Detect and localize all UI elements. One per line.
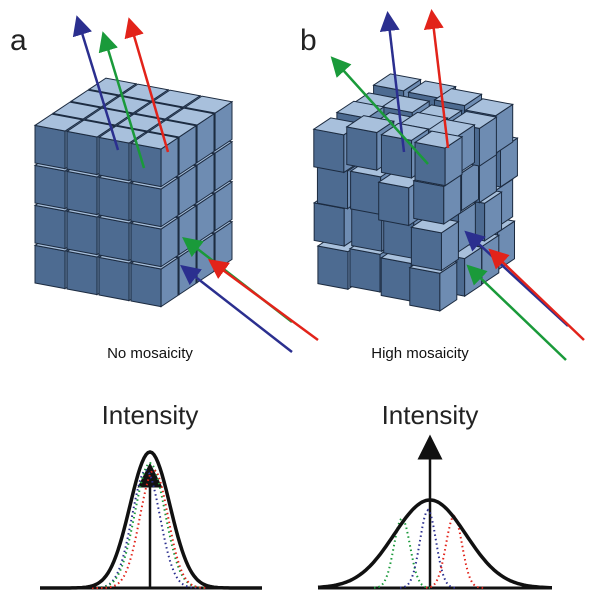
cube-face: [67, 131, 97, 174]
cube-face: [347, 127, 377, 170]
panel-label: a: [10, 24, 27, 57]
intensity-curve: [318, 500, 552, 588]
cube-face: [35, 245, 65, 288]
cube-face: [381, 258, 411, 301]
cube-face: [99, 177, 129, 220]
caption: No mosaicity: [107, 345, 193, 362]
incident-beam: [492, 252, 584, 340]
plot-title: Intensity: [102, 400, 199, 430]
cube-face: [414, 181, 444, 224]
cube-face: [410, 268, 440, 311]
cube-face: [131, 183, 161, 226]
cube-face: [131, 223, 161, 266]
panel-label: b: [300, 24, 317, 57]
cube-face: [318, 246, 348, 289]
cube-face: [99, 137, 129, 180]
incident-beam: [470, 268, 566, 360]
caption: High mosaicity: [371, 345, 469, 362]
cube-face: [35, 125, 65, 168]
figure: a b No mosaicity High mosaicity Intensit…: [0, 0, 589, 594]
cube-face: [411, 227, 441, 270]
cube-face: [67, 251, 97, 294]
cube-face: [99, 257, 129, 300]
cube-face: [314, 129, 344, 172]
cube-face: [351, 171, 381, 214]
plot-title: Intensity: [382, 400, 479, 430]
cube-face: [415, 142, 445, 185]
cube-face: [35, 165, 65, 208]
cube-face: [67, 211, 97, 254]
cube-face: [99, 217, 129, 260]
cube-face: [379, 182, 409, 225]
cube-face: [67, 171, 97, 214]
cube-face: [131, 143, 161, 186]
cube-face: [314, 203, 344, 246]
cube-face: [350, 249, 380, 292]
intensity-curve: [400, 510, 456, 588]
crystal-cubes: [35, 74, 517, 311]
cube-face: [35, 205, 65, 248]
intensity-plots: [40, 442, 552, 588]
cube-face: [131, 263, 161, 306]
cube-face: [352, 208, 382, 251]
intensity-curve: [426, 516, 484, 588]
